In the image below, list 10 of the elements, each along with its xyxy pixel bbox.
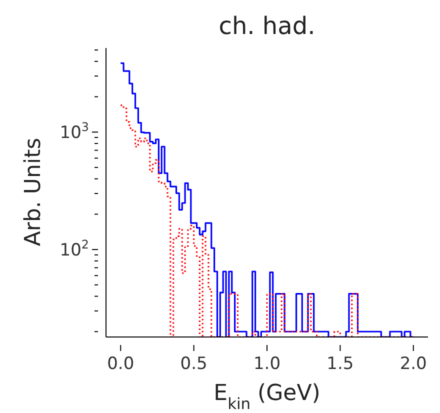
- y-axis-title: Arb. Units: [21, 138, 46, 246]
- x-axis-title: E$_{kin}$ (GeV): [214, 381, 320, 413]
- x-tick-label: 1.0: [253, 354, 281, 374]
- chart-title: ch. had.: [218, 12, 316, 40]
- x-tick-label: 2.0: [400, 354, 427, 374]
- x-tick-label: 0.0: [107, 354, 134, 374]
- y-tick-label: 10$^{2}$: [60, 238, 89, 261]
- x-tick-label: 0.5: [180, 354, 208, 374]
- y-tick-label: 10$^{3}$: [60, 120, 89, 144]
- x-tick-label: 1.5: [326, 354, 354, 374]
